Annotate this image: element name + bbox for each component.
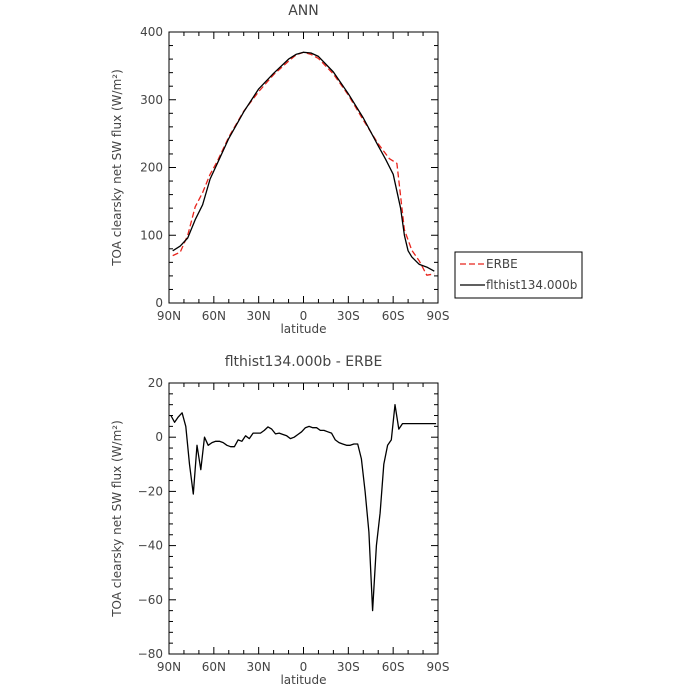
- y-tick-label: 20: [148, 376, 163, 390]
- chart-title: ANN: [288, 3, 319, 19]
- y-tick-label: 0: [155, 430, 163, 444]
- x-tick-label: 30N: [247, 309, 271, 323]
- x-tick-label: 90N: [157, 660, 181, 674]
- series-line-erbe: [172, 51, 435, 276]
- y-tick-label: −60: [138, 593, 163, 607]
- x-tick-label: 30S: [337, 309, 360, 323]
- x-tick-label: 90S: [427, 660, 450, 674]
- y-axis-label: TOA clearsky net SW flux (W/m²): [110, 420, 124, 618]
- chart-panel-2: [168, 382, 439, 655]
- legend-label: ERBE: [486, 257, 518, 271]
- y-tick-label: 300: [140, 93, 163, 107]
- y-tick-label: −20: [138, 484, 163, 498]
- chart-title: flthist134.000b - ERBE: [225, 354, 383, 370]
- y-tick-label: 0: [155, 296, 163, 310]
- series-line-difference: [170, 404, 437, 612]
- legend-box: [454, 251, 583, 299]
- series-line-flthist134-000b: [172, 51, 435, 272]
- y-tick-label: 100: [140, 228, 163, 242]
- x-tick-label: 90N: [157, 309, 181, 323]
- chart-panel-1: [168, 31, 583, 304]
- x-axis-label: latitude: [280, 673, 326, 687]
- x-tick-label: 30N: [247, 660, 271, 674]
- y-tick-label: −40: [138, 539, 163, 553]
- legend-label: flthist134.000b: [486, 278, 577, 292]
- x-tick-label: 90S: [427, 309, 450, 323]
- x-tick-label: 0: [300, 309, 308, 323]
- x-axis-label: latitude: [280, 322, 326, 336]
- x-tick-label: 30S: [337, 660, 360, 674]
- x-tick-label: 0: [300, 660, 308, 674]
- x-tick-label: 60N: [202, 660, 226, 674]
- y-tick-label: 400: [140, 25, 163, 39]
- y-tick-label: −80: [138, 647, 163, 661]
- x-tick-label: 60N: [202, 309, 226, 323]
- y-axis-label: TOA clearsky net SW flux (W/m²): [110, 69, 124, 267]
- x-tick-label: 60S: [382, 660, 405, 674]
- x-tick-label: 60S: [382, 309, 405, 323]
- y-tick-label: 200: [140, 161, 163, 175]
